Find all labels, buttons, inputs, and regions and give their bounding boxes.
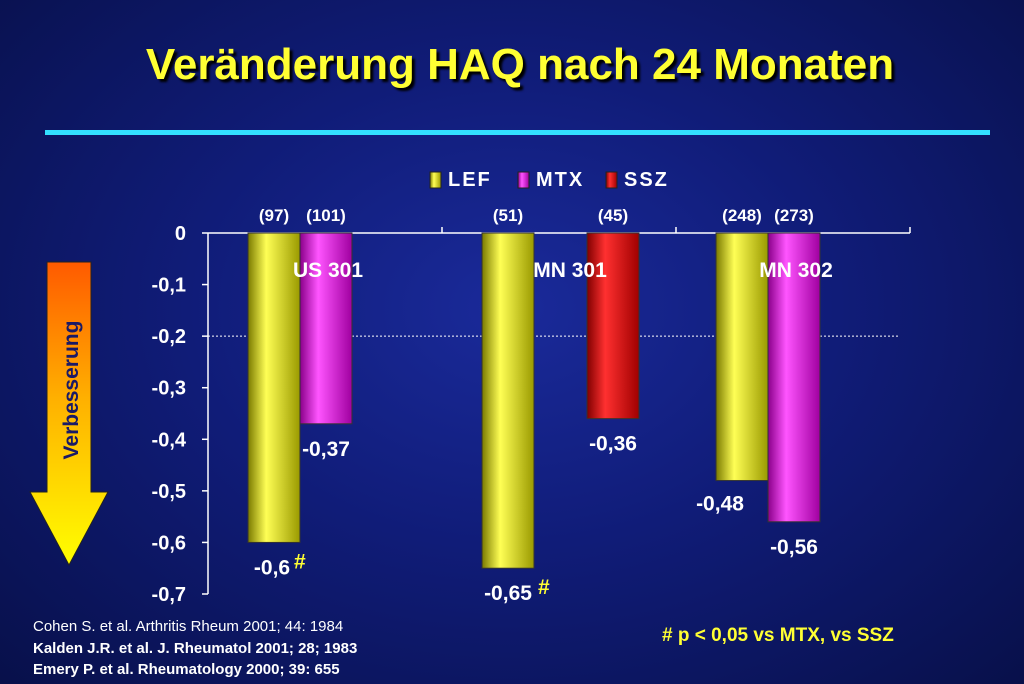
title-divider [45, 130, 990, 135]
legend-swatch-ssz [605, 171, 618, 189]
significance-footnote: # p < 0,05 vs MTX, vs SSZ [662, 625, 894, 646]
sample-size-label: (51) [493, 206, 523, 225]
legend-swatch-lef [429, 171, 442, 189]
group-label: MN 302 [759, 259, 833, 282]
bar-us-301-lef [247, 232, 301, 543]
arrow-label: Verbesserung [60, 321, 83, 460]
y-tick-label: -0,5 [152, 481, 186, 503]
bar-mn-301-ssz [586, 232, 640, 420]
legend-label-mtx: MTX [536, 169, 584, 191]
reference-emery: Emery P. et al. Rheumatology 2000; 39: 6… [33, 661, 340, 678]
y-tick-label: 0 [175, 223, 186, 245]
group-label: US 301 [293, 259, 363, 282]
y-tick-label: -0,1 [152, 275, 186, 297]
y-tick-label: -0,6 [152, 532, 186, 554]
y-tick-label: -0,4 [152, 429, 187, 451]
y-tick-label: -0,3 [152, 378, 186, 400]
value-label: -0,6 [254, 556, 290, 579]
reference-cohen: Cohen S. et al. Arthritis Rheum 2001; 44… [33, 618, 344, 635]
legend-swatch-mtx [517, 171, 530, 189]
legend-label-ssz: SSZ [624, 169, 669, 191]
value-label: -0,56 [770, 536, 818, 559]
improvement-arrow: Verbesserung [29, 261, 109, 567]
legend-label-lef: LEF [448, 169, 492, 191]
reference-kalden: Kalden J.R. et al. J. Rheumatol 2001; 28… [33, 640, 358, 657]
bar-mn-301-lef [481, 232, 535, 569]
value-label: -0,65 [484, 582, 532, 605]
sample-size-label: (101) [306, 206, 346, 225]
sample-size-label: (45) [598, 206, 628, 225]
value-label: -0,36 [589, 433, 637, 456]
slide-title: Veränderung HAQ nach 24 Monaten [145, 40, 895, 89]
bar-us-301-mtx [299, 232, 353, 425]
sample-size-label: (97) [259, 206, 289, 225]
y-tick-label: -0,7 [152, 584, 186, 606]
sample-size-label: (273) [774, 206, 814, 225]
value-label: -0,48 [696, 493, 744, 516]
y-tick-label: -0,2 [152, 326, 186, 348]
value-label: -0,37 [302, 438, 350, 461]
sample-size-label: (248) [722, 206, 762, 225]
significance-mark: # [538, 576, 550, 599]
significance-mark: # [294, 550, 306, 573]
group-label: MN 301 [533, 259, 607, 282]
bar-mn-302-mtx [767, 232, 821, 523]
